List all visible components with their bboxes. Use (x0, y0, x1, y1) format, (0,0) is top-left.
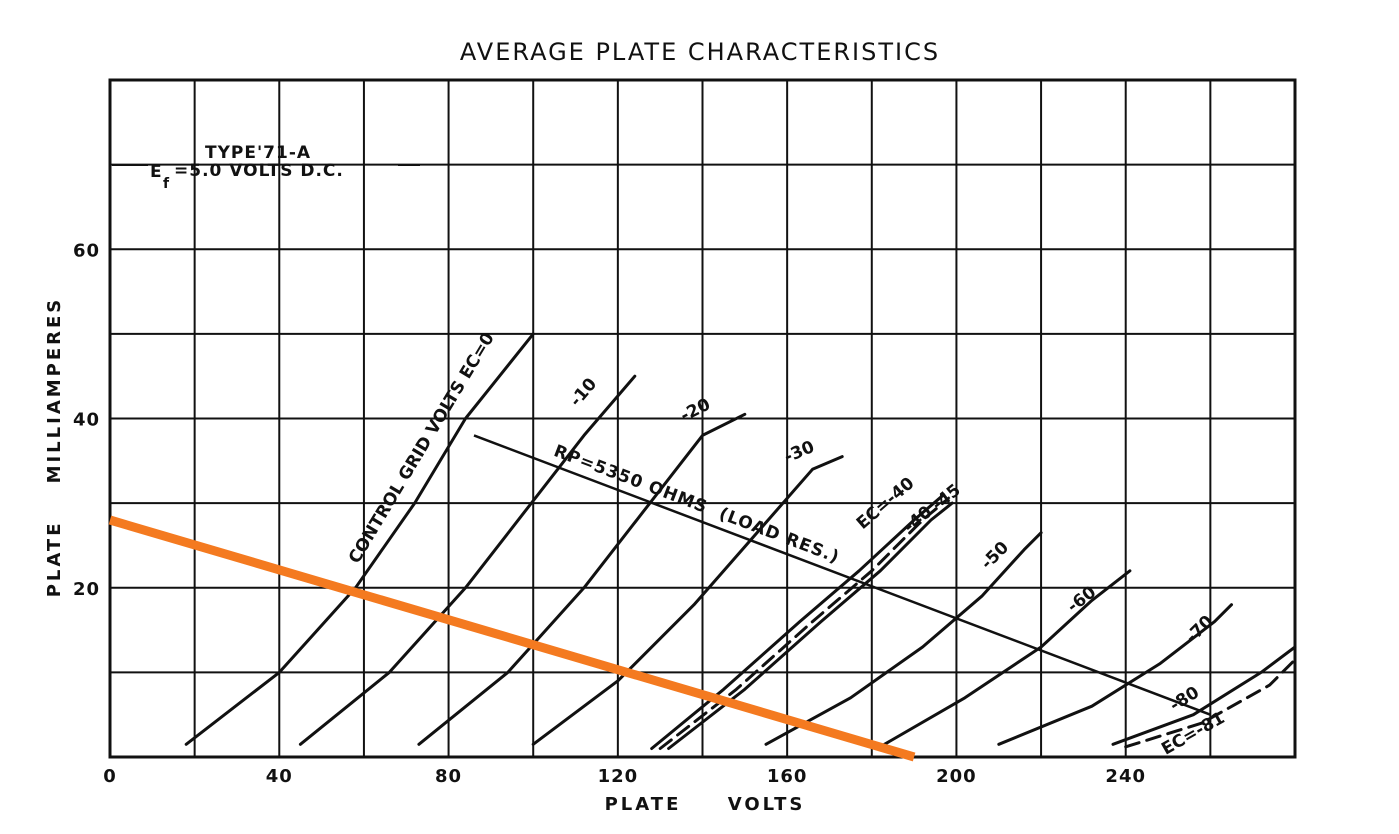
x-tick-label: 160 (767, 766, 808, 787)
y-tick-label: 20 (73, 579, 100, 600)
curve-label: -20 (677, 394, 714, 426)
filament-voltage-text: =5.0 VOLTS D.C. (174, 161, 344, 181)
series-curve-30 (531, 455, 844, 746)
grid (110, 80, 1295, 757)
x-tick-label: 0 (103, 766, 117, 787)
x-tick-label: 40 (266, 766, 293, 787)
x-tick-label: 200 (936, 766, 977, 787)
series-curve-80 (1111, 645, 1297, 746)
series-curve-ec-0 (184, 332, 535, 746)
filament-subscript: f (163, 176, 170, 192)
series-curve-60 (883, 569, 1132, 746)
series-curve-20 (417, 412, 747, 746)
series-curve-70 (997, 603, 1233, 746)
y-axis-label: PLATE MILLIAMPERES (44, 297, 65, 598)
filament-symbol: E (150, 162, 163, 182)
series-layer (108, 332, 1297, 762)
plot-frame (108, 78, 1297, 759)
x-axis-label: PLATE VOLTS (605, 794, 806, 815)
x-tick-label: 80 (435, 766, 462, 787)
y-tick-label: 60 (73, 240, 100, 261)
curve-label: CONTROL GRID VOLTS EC=0 (345, 329, 499, 567)
series-curve-10 (298, 374, 637, 746)
x-tick-label: 120 (598, 766, 639, 787)
load-line (473, 434, 1211, 716)
tube-label: TYPE'71-A E f =5.0 VOLTS D.C. (112, 143, 420, 192)
overlay-line (108, 515, 916, 762)
tube-type-text: TYPE'71-A (205, 143, 311, 163)
y-tick-label: 40 (73, 410, 100, 431)
axes: 0 40 80 120 160 200 240 20 40 60 (73, 78, 1297, 787)
curve-label: -10 (566, 374, 601, 410)
x-tick-label: 240 (1105, 766, 1146, 787)
chart-title: AVERAGE PLATE CHARACTERISTICS (460, 38, 940, 66)
series-curve-81 (1124, 658, 1297, 749)
series-curve-50 (764, 531, 1043, 746)
